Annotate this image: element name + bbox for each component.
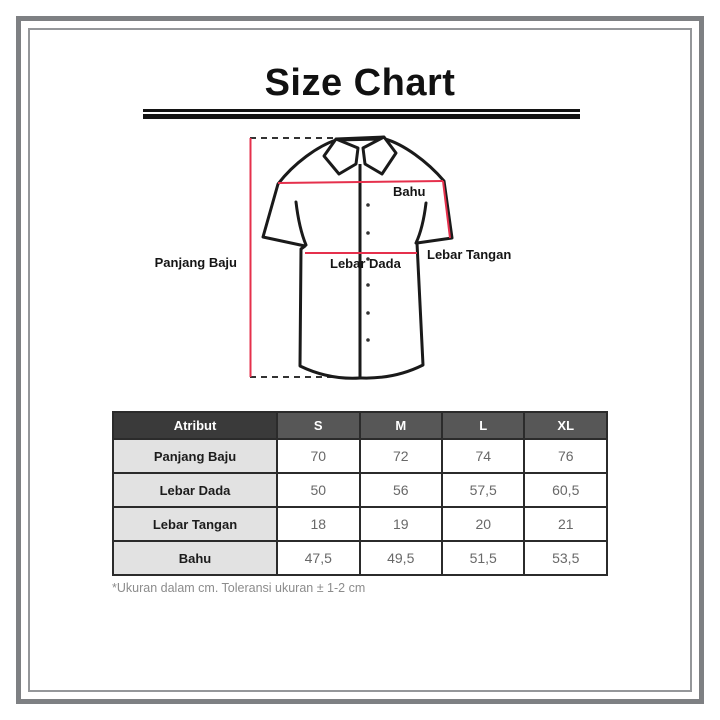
- cell-value: 18: [276, 506, 361, 542]
- row-label: Lebar Tangan: [111, 506, 279, 542]
- column-header-s: S: [276, 411, 361, 440]
- row-label: Lebar Dada: [111, 472, 279, 508]
- cell-value: 20: [440, 506, 526, 542]
- title-divider-thin-line: [143, 109, 580, 112]
- row-label: Bahu: [111, 540, 279, 576]
- column-header-l: L: [440, 411, 526, 440]
- cell-value: 21: [523, 506, 608, 542]
- column-header-m: M: [358, 411, 443, 440]
- cell-value: 57,5: [440, 472, 526, 508]
- cell-value: 56: [358, 472, 443, 508]
- size-tolerance-footnote: *Ukuran dalam cm. Toleransi ukuran ± 1-2…: [112, 581, 366, 595]
- cell-value: 51,5: [440, 540, 526, 576]
- shirt-illustration: [249, 135, 454, 380]
- size-table: Atribut S M L XL Panjang Baju 70 72 74 7…: [111, 411, 608, 576]
- cell-value: 74: [440, 438, 526, 474]
- column-header-attribute: Atribut: [111, 411, 279, 440]
- cell-value: 70: [276, 438, 361, 474]
- cell-value: 50: [276, 472, 361, 508]
- table-row: Bahu 47,5 49,5 51,5 53,5: [111, 540, 608, 576]
- right-armhole-seam: [414, 201, 428, 245]
- collar-right-flap: [361, 135, 398, 176]
- title-divider-thick-line: [143, 113, 580, 119]
- table-row: Lebar Dada 50 56 57,5 60,5: [111, 472, 608, 508]
- cell-value: 60,5: [523, 472, 608, 508]
- collar-back-band: [335, 135, 385, 141]
- size-table-header-row: Atribut S M L XL: [111, 411, 608, 440]
- cell-value: 53,5: [523, 540, 608, 576]
- length-measure-label: Panjang Baju: [154, 255, 237, 270]
- table-row: Lebar Tangan 18 19 20 21: [111, 506, 608, 542]
- sleeve-measure-label: Lebar Tangan: [427, 247, 512, 262]
- page-title: Size Chart: [264, 62, 456, 104]
- title-divider: [143, 109, 580, 119]
- cell-value: 19: [358, 506, 443, 542]
- shoulder-measure-label: Bahu: [393, 184, 426, 199]
- cell-value: 72: [358, 438, 443, 474]
- collar-left-flap: [322, 137, 360, 176]
- table-row: Panjang Baju 70 72 74 76: [111, 438, 608, 474]
- shirt-buttons: [366, 203, 370, 342]
- left-armhole-seam: [294, 200, 308, 247]
- cell-value: 49,5: [358, 540, 443, 576]
- shirt-measurement-diagram: Panjang Baju Bahu Lebar Dada Lebar Tanga…: [154, 135, 512, 380]
- row-label: Panjang Baju: [111, 438, 279, 474]
- shirt-body-outline: [261, 137, 454, 380]
- cell-value: 47,5: [276, 540, 361, 576]
- shoulder-measure-line: [277, 180, 444, 184]
- cell-value: 76: [523, 438, 608, 474]
- chest-measure-label: Lebar Dada: [330, 256, 401, 271]
- sleeve-measure-line: [442, 180, 451, 239]
- column-header-xl: XL: [523, 411, 608, 440]
